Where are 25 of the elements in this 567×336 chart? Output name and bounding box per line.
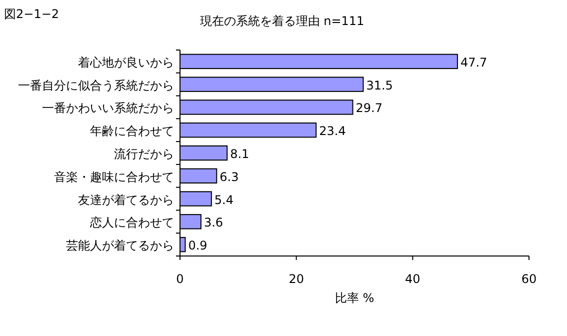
data-label: 31.5: [366, 78, 393, 92]
data-label: 23.4: [319, 124, 346, 138]
data-label: 47.7: [460, 55, 488, 70]
y-tick-label: 年齢に合わせて: [90, 124, 174, 138]
data-label: 8.1: [230, 147, 250, 161]
data-label: 6.3: [220, 170, 239, 184]
y-tick-label: 恋人に合わせて: [89, 216, 174, 230]
x-tick-label: 20: [288, 272, 304, 286]
y-tick-label: 芸能人が着てるから: [66, 238, 174, 253]
x-tick-label: 40: [405, 272, 420, 286]
x-axis-title: 比率 %: [334, 291, 374, 305]
y-tick-label: 流行だから: [114, 147, 174, 161]
caption: 図2−1−2: [4, 7, 60, 21]
data-label: 5.4: [214, 192, 234, 207]
x-tick-label: 0: [176, 272, 184, 286]
y-tick-label: 一番自分に似合う系統だから: [18, 78, 174, 92]
y-tick-label: 音楽・趣味に合わせて: [54, 170, 174, 184]
data-label: 29.7: [356, 101, 382, 116]
y-tick-label: 着心地が良いから: [78, 55, 174, 70]
x-tick-label: 60: [521, 272, 537, 286]
data-label: 0.9: [188, 238, 208, 253]
data-label: 3.6: [204, 216, 224, 230]
y-tick-label: 一番かわいい系統だから: [42, 101, 174, 116]
chart-title: 現在の系統を着る理由 n=111: [200, 14, 364, 28]
y-tick-label: 友達が着てるから: [78, 192, 174, 207]
